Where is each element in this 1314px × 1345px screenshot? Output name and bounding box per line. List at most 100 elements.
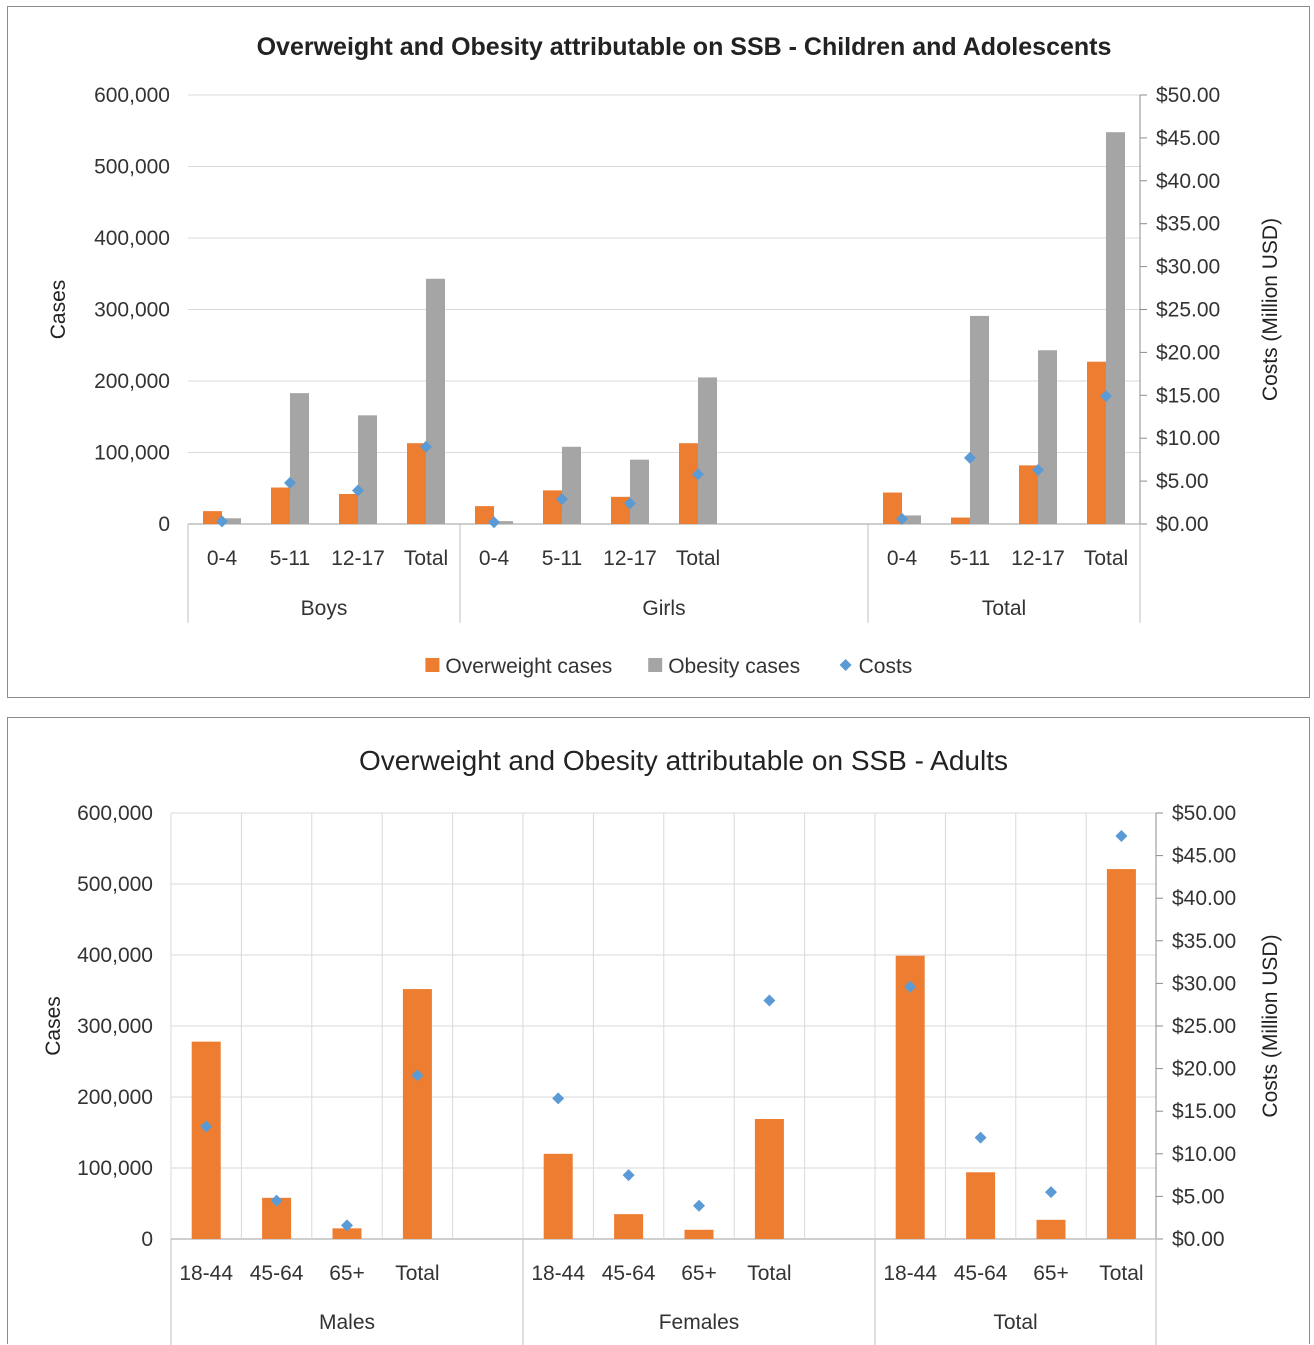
y-tick-label: 0 [158, 513, 170, 536]
category-label: 0-4 [887, 547, 918, 570]
costs-marker [216, 515, 228, 528]
chart-title: Overweight and Obesity attributable on S… [359, 745, 1008, 776]
y-tick-label: 0 [141, 1228, 153, 1251]
y2-tick-label: $45.00 [1172, 845, 1236, 868]
costs-marker [420, 440, 432, 453]
y2-tick-label: $10.00 [1156, 427, 1220, 450]
costs-marker [1100, 390, 1112, 403]
costs-marker [622, 1169, 635, 1182]
overweight-cases-bar [1087, 361, 1106, 524]
legend-label: Overweight cases [445, 655, 612, 678]
overweight-cases-bar [543, 1153, 573, 1239]
y-tick-label: 300,000 [94, 299, 170, 322]
category-label: 5-11 [270, 547, 310, 570]
costs-marker [200, 1120, 213, 1133]
overweight-cases-bar [339, 493, 358, 524]
y2-tick-label: $10.00 [1172, 1143, 1236, 1166]
overweight-cases-bar [191, 1041, 221, 1239]
y-tick-label: 200,000 [94, 370, 170, 393]
obesity-cases-bar [290, 393, 309, 524]
obesity-cases-bar [562, 446, 581, 524]
category-label: Total [395, 1262, 439, 1285]
overweight-cases-bar [951, 517, 970, 524]
y2-tick-label: $30.00 [1172, 972, 1236, 995]
costs-legend-swatch [839, 659, 852, 671]
obesity-cases-bar [902, 515, 921, 524]
y-tick-label: 400,000 [94, 227, 170, 250]
y2-tick-label: $50.00 [1156, 84, 1220, 107]
category-label: 45-64 [250, 1262, 304, 1285]
y2-axis-title: Costs (Million USD) [1259, 934, 1282, 1117]
obesity-cases-bar [698, 377, 717, 524]
y2-tick-label: $30.00 [1156, 256, 1220, 279]
costs-marker [896, 512, 908, 525]
adults-chart-panel: Overweight and Obesity attributable on S… [7, 717, 1310, 1345]
y2-tick-label: $35.00 [1172, 930, 1236, 953]
overweight-cases-bar [1019, 465, 1038, 524]
y2-tick-label: $15.00 [1156, 384, 1220, 407]
costs-marker [624, 497, 636, 510]
costs-marker [411, 1069, 424, 1082]
category-label: 12-17 [603, 547, 657, 570]
obesity-cases-bar [630, 459, 649, 524]
y2-tick-label: $40.00 [1172, 887, 1236, 910]
y-tick-label: 500,000 [94, 156, 170, 179]
costs-marker [693, 1199, 705, 1212]
obesity-cases-bar [1038, 350, 1057, 524]
category-label: 0-4 [207, 547, 238, 570]
overweight-cases-bar [679, 443, 698, 524]
category-label: 12-17 [331, 547, 385, 570]
legend-label: Costs [859, 655, 913, 678]
y2-tick-label: $0.00 [1172, 1228, 1225, 1251]
costs-marker [763, 994, 776, 1007]
category-label: 65+ [329, 1262, 365, 1285]
category-label: 12-17 [1011, 547, 1065, 570]
obesity-cases-bar [494, 521, 513, 524]
y-tick-label: 100,000 [94, 442, 170, 465]
y2-tick-label: $25.00 [1172, 1015, 1236, 1038]
costs-marker [1045, 1186, 1057, 1199]
overweight-cases-bar [271, 487, 290, 524]
category-label: Total [676, 547, 720, 570]
costs-marker [556, 493, 568, 506]
y2-axis-title: Costs (Million USD) [1259, 218, 1282, 401]
category-label: Total [747, 1262, 791, 1285]
costs-marker [964, 451, 976, 464]
group-label: Total [993, 1311, 1037, 1334]
category-label: 18-44 [883, 1262, 937, 1285]
group-label: Total [982, 597, 1026, 620]
overweight-cases-bar [475, 506, 494, 524]
group-label: Girls [642, 597, 685, 620]
overweight-cases-bar [402, 989, 432, 1239]
overweight-cases-legend-swatch [425, 658, 440, 672]
y-tick-label: 600,000 [94, 84, 170, 107]
overweight-cases-bar [332, 1228, 362, 1239]
y-axis-title: Cases [42, 996, 65, 1056]
obesity-cases-bar [426, 278, 445, 524]
category-label: 45-64 [954, 1262, 1008, 1285]
costs-marker [552, 1092, 565, 1105]
overweight-cases-bar [754, 1119, 784, 1239]
children-chart-panel: Overweight and Obesity attributable on S… [7, 6, 1310, 698]
costs-marker [1115, 830, 1128, 843]
obesity-cases-legend-swatch [648, 658, 663, 672]
children-chart: Overweight and Obesity attributable on S… [47, 33, 1282, 678]
obesity-cases-bar [358, 415, 377, 524]
y2-tick-label: $50.00 [1172, 802, 1236, 825]
costs-marker [352, 484, 364, 497]
costs-marker [270, 1194, 283, 1207]
y2-tick-label: $15.00 [1172, 1100, 1236, 1123]
adults-chart: Overweight and Obesity attributable on S… [42, 745, 1282, 1345]
y2-tick-label: $45.00 [1156, 127, 1220, 150]
y2-tick-label: $20.00 [1172, 1058, 1236, 1081]
costs-marker [341, 1219, 353, 1232]
costs-marker [904, 980, 917, 993]
overweight-cases-bar [883, 492, 902, 524]
overweight-cases-bar [543, 490, 562, 524]
costs-marker [488, 516, 500, 529]
y2-tick-label: $0.00 [1156, 513, 1209, 536]
y2-tick-label: $25.00 [1156, 299, 1220, 322]
y-tick-label: 400,000 [77, 944, 153, 967]
category-label: 65+ [1033, 1262, 1069, 1285]
y-tick-label: 500,000 [77, 873, 153, 896]
